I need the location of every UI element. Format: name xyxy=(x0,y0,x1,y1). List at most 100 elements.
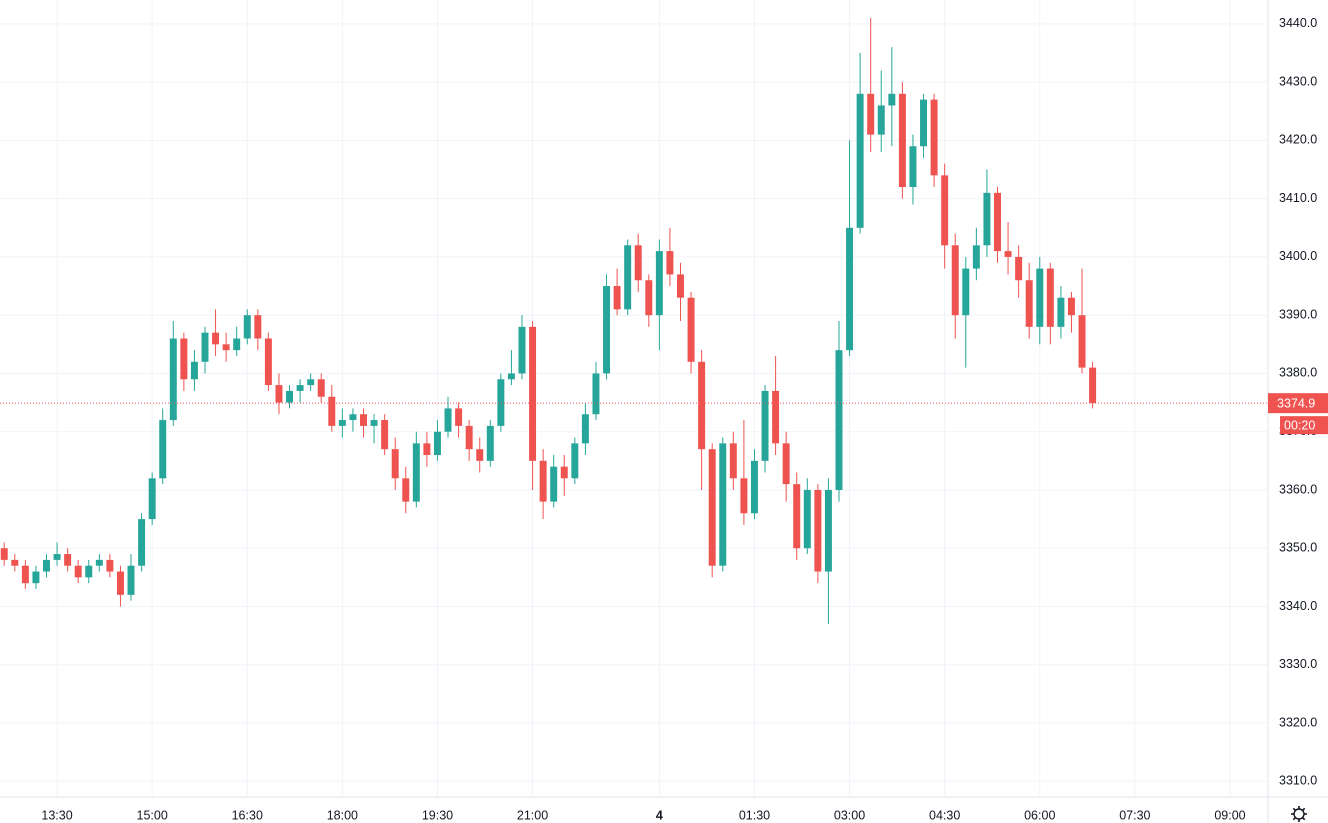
axis-labels: 3310.03320.03330.03340.03350.03360.03370… xyxy=(41,16,1328,822)
x-tick-label: 04:30 xyxy=(929,808,960,822)
candle-body xyxy=(201,332,209,362)
candle-body xyxy=(571,443,579,479)
candle-body xyxy=(190,361,198,380)
candle-body xyxy=(761,390,769,461)
candle-body xyxy=(803,489,811,549)
candle-body xyxy=(581,414,589,444)
candle-body xyxy=(11,559,19,566)
y-tick-label: 3360.0 xyxy=(1279,482,1317,496)
candle-body xyxy=(666,251,674,275)
y-tick-label: 3440.0 xyxy=(1279,16,1317,30)
candle-body xyxy=(835,350,843,490)
candle-body xyxy=(539,460,547,502)
candle-body xyxy=(687,297,695,362)
candle-body xyxy=(867,93,875,135)
candle-body xyxy=(1025,280,1033,327)
candle-body xyxy=(708,449,716,566)
candle-body xyxy=(1004,251,1012,257)
candle-body xyxy=(328,396,336,426)
candle-body xyxy=(518,326,526,374)
candle-body xyxy=(106,559,114,572)
candle-body xyxy=(180,338,188,380)
y-tick-label: 3380.0 xyxy=(1279,366,1317,380)
candle-body xyxy=(74,565,82,578)
candle-body xyxy=(592,373,600,415)
x-tick-label: 21:00 xyxy=(517,808,548,822)
candle-body xyxy=(233,338,241,351)
candle-body xyxy=(719,443,727,566)
x-tick-label: 01:30 xyxy=(739,808,770,822)
candle-body xyxy=(1067,297,1075,316)
candle-body xyxy=(349,414,357,421)
candle-body xyxy=(1036,268,1044,327)
candle-body xyxy=(983,192,991,246)
y-tick-label: 3400.0 xyxy=(1279,249,1317,263)
candle-body xyxy=(116,571,124,595)
y-tick-label: 3390.0 xyxy=(1279,307,1317,321)
candle-body xyxy=(317,379,325,397)
candle-body xyxy=(381,420,389,450)
y-tick-label: 3410.0 xyxy=(1279,191,1317,205)
candle-body xyxy=(962,268,970,316)
candle-body xyxy=(994,192,1001,252)
candle-body xyxy=(1046,268,1054,327)
candle-body xyxy=(824,489,832,572)
candle-body xyxy=(1089,367,1097,404)
candle-body xyxy=(603,286,611,374)
settings-icon[interactable] xyxy=(1291,806,1307,822)
candle-body xyxy=(972,245,980,269)
candle-body xyxy=(560,466,568,479)
candle-body xyxy=(286,390,294,403)
candle-body xyxy=(856,93,864,228)
y-tick-label: 3420.0 xyxy=(1279,133,1317,147)
y-tick-label: 3350.0 xyxy=(1279,541,1317,555)
candle-body xyxy=(138,519,146,566)
candle-body xyxy=(898,93,906,188)
candle-body xyxy=(877,105,885,135)
candle-body xyxy=(1015,256,1023,281)
candle-body xyxy=(64,554,72,566)
candle-body xyxy=(127,565,135,595)
candle-body xyxy=(0,548,8,560)
candle-body xyxy=(750,460,758,514)
x-tick-label: 18:00 xyxy=(327,808,358,822)
candle-body xyxy=(814,489,822,572)
candle-body xyxy=(507,373,515,380)
candle-body xyxy=(677,274,684,298)
x-tick-label: 16:30 xyxy=(232,808,263,822)
candle-body xyxy=(264,338,272,386)
candle-body xyxy=(95,559,103,566)
x-tick-label: 06:00 xyxy=(1024,808,1055,822)
candle-body xyxy=(212,332,220,345)
last-price-box xyxy=(1268,393,1328,414)
x-tick-label: 03:00 xyxy=(834,808,865,822)
candle-body xyxy=(846,227,854,351)
grid xyxy=(0,0,1268,797)
candle-body xyxy=(624,245,632,310)
candle-body xyxy=(634,245,642,281)
candle-body xyxy=(32,571,40,584)
candle-body xyxy=(729,443,737,479)
candle-body xyxy=(412,443,420,502)
candle-body xyxy=(951,245,959,316)
candle-body xyxy=(307,379,315,386)
candle-body xyxy=(476,449,484,461)
countdown-box xyxy=(1280,416,1328,435)
countdown-label: 00:20 xyxy=(1284,418,1315,432)
x-tick-label: 4 xyxy=(656,808,663,822)
candle-body xyxy=(1057,297,1065,327)
candle-body xyxy=(888,93,896,106)
candle-body xyxy=(909,146,917,188)
y-tick-label: 3430.0 xyxy=(1279,74,1317,88)
candle-body xyxy=(613,286,621,310)
candle-body xyxy=(920,99,928,147)
x-tick-label: 09:00 xyxy=(1214,808,1245,822)
candle-body xyxy=(698,361,706,450)
x-tick-label: 07:30 xyxy=(1119,808,1150,822)
candle-body xyxy=(402,478,410,502)
candle-body xyxy=(465,425,473,450)
candle-body xyxy=(222,344,230,351)
candle-body xyxy=(486,425,494,461)
y-tick-label: 3340.0 xyxy=(1279,599,1317,613)
